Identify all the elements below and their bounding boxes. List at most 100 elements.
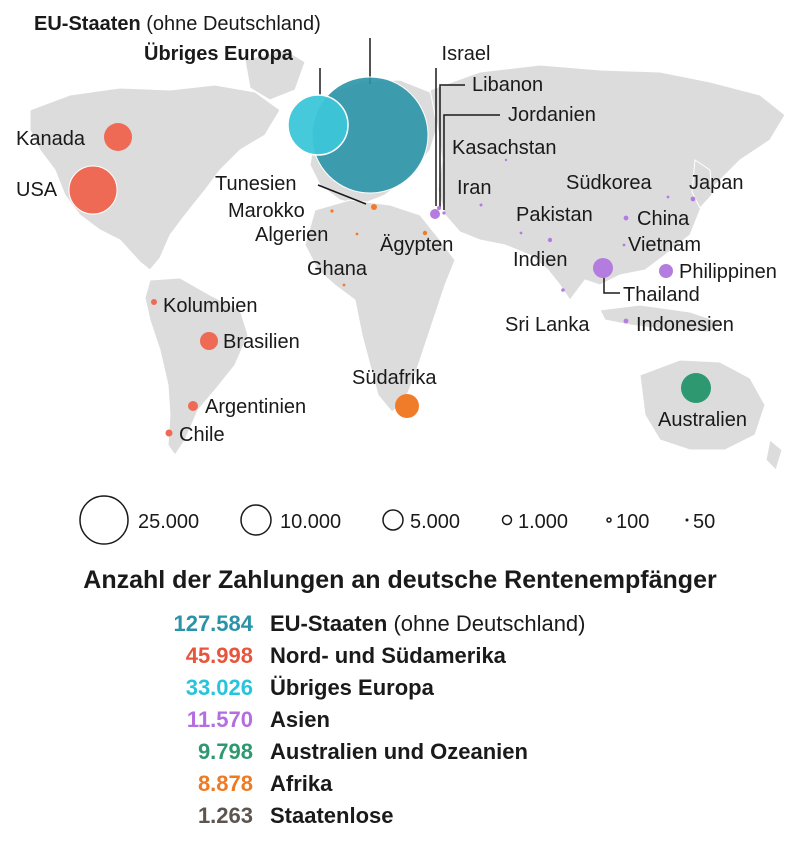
label-tunesien: Tunesien — [215, 173, 297, 195]
bubble-indien — [547, 237, 553, 243]
summary-name: Australien und Ozeanien — [270, 739, 528, 764]
summary-note: (ohne Deutschland) — [393, 611, 586, 636]
bubble-pakistan — [519, 231, 523, 235]
bubble-indonesien — [623, 318, 629, 324]
label-kolumbien: Kolumbien — [163, 295, 258, 317]
landmass-australia — [639, 359, 766, 451]
bubble-jordanien — [442, 211, 446, 215]
label-aegypten: Ägypten — [380, 234, 453, 256]
size-legend-label-10000: 10.000 — [280, 511, 341, 533]
bubble-vietnam — [622, 243, 626, 247]
label-vietnam: Vietnam — [628, 234, 701, 256]
summary-list: 127.584 EU-Staaten (ohne Deutschland) 45.… — [0, 608, 800, 832]
europe-title: Übriges Europa — [144, 42, 294, 65]
summary-row: 127.584 EU-Staaten (ohne Deutschland) — [0, 608, 800, 640]
label-kasachstan: Kasachstan — [452, 137, 557, 159]
label-china: China — [637, 208, 690, 230]
summary-name: EU-Staaten (ohne Deutschland) — [270, 611, 586, 636]
label-sri-lanka: Sri Lanka — [505, 314, 590, 336]
bubble-brasilien — [200, 332, 218, 350]
eu-title: EU-Staaten (ohne Deutschland) — [34, 13, 321, 35]
label-indonesien: Indonesien — [636, 314, 734, 336]
bubble-marokko — [330, 209, 334, 213]
bubble-israel — [430, 209, 440, 219]
bubble-europe — [287, 94, 349, 156]
label-libanon: Libanon — [472, 74, 543, 96]
bubble-kasachstan — [504, 158, 508, 162]
summary-row: 45.998 Nord- und Südamerika — [0, 640, 800, 672]
summary-row: 9.798 Australien und Ozeanien — [0, 736, 800, 768]
label-marokko: Marokko — [228, 200, 305, 222]
label-iran: Iran — [457, 177, 491, 199]
bubble-ghana — [342, 283, 346, 287]
eu-title-note: (ohne Deutschland) — [146, 13, 321, 35]
label-usa: USA — [16, 179, 58, 201]
bubble-iran — [479, 203, 483, 207]
bubble-suedafrika — [395, 394, 419, 418]
size-legend-circle-25000 — [79, 495, 129, 545]
size-legend-circle-50 — [685, 518, 689, 522]
landmass-japan — [691, 159, 713, 209]
label-ghana: Ghana — [307, 258, 368, 280]
landmass-asia — [429, 64, 786, 301]
size-legend: 25.000 10.000 5.000 1.000 100 50 — [79, 495, 715, 545]
bubble-tunesien — [371, 204, 377, 210]
size-legend-label-5000: 5.000 — [410, 511, 460, 533]
bubble-thailand — [593, 258, 613, 278]
landmasses — [29, 49, 786, 471]
summary-name: Nord- und Südamerika — [270, 643, 506, 668]
country-labels: Israel Libanon Jordanien Kasachstan Iran… — [16, 43, 777, 446]
landmass-north-america — [29, 84, 281, 271]
landmass-indonesia — [599, 304, 721, 333]
bubble-philippinen — [659, 264, 673, 278]
label-philippinen: Philippinen — [679, 261, 777, 283]
summary-row: 33.026 Übriges Europa — [0, 672, 800, 704]
summary-row: 11.570 Asien — [0, 704, 800, 736]
summary-count: 45.998 — [185, 643, 253, 668]
label-kanada: Kanada — [16, 128, 86, 150]
bubble-usa — [68, 165, 118, 215]
label-argentinien: Argentinien — [205, 396, 306, 418]
label-algerien: Algerien — [255, 224, 328, 246]
summary-title: Anzahl der Zahlungen an deutsche Rentene… — [83, 566, 717, 594]
label-suedkorea: Südkorea — [566, 172, 652, 194]
label-thailand: Thailand — [623, 284, 700, 306]
size-legend-label-1000: 1.000 — [518, 511, 568, 533]
size-legend-circle-100 — [606, 517, 612, 523]
size-legend-label-25000: 25.000 — [138, 511, 199, 533]
summary-row: 8.878 Afrika — [0, 768, 800, 800]
label-japan: Japan — [689, 172, 744, 194]
summary-name: Asien — [270, 707, 330, 732]
landmass-greenland — [244, 49, 306, 101]
world-map: EU-Staaten (ohne Deutschland) Übriges Eu… — [16, 13, 786, 545]
size-legend-circle-1000 — [501, 514, 513, 526]
bubble-argentinien — [188, 401, 198, 411]
size-legend-label-50: 50 — [693, 511, 715, 533]
bubble-china — [623, 215, 629, 221]
summary-name: Übriges Europa — [270, 675, 434, 700]
landmass-new-zealand — [765, 439, 783, 471]
label-suedafrika: Südafrika — [352, 367, 437, 389]
bubble-suedkorea — [666, 195, 670, 199]
size-legend-label-100: 100 — [616, 511, 649, 533]
bubble-chile — [165, 429, 173, 437]
label-israel: Israel — [442, 43, 491, 65]
summary-count: 11.570 — [186, 707, 253, 732]
label-indien: Indien — [513, 249, 568, 271]
summary-count: 9.798 — [197, 739, 253, 764]
bubble-sri-lanka — [561, 288, 565, 292]
summary-row: 1.263 Staatenlose — [0, 800, 800, 832]
label-chile: Chile — [179, 424, 225, 446]
label-brasilien: Brasilien — [223, 331, 300, 353]
label-jordanien: Jordanien — [508, 104, 596, 126]
bubble-kanada — [104, 123, 132, 151]
bubble-japan — [690, 196, 696, 202]
summary-count: 8.878 — [197, 771, 253, 796]
bubble-australien — [681, 373, 711, 403]
size-legend-circle-10000 — [240, 504, 272, 536]
size-legend-circle-5000 — [382, 509, 404, 531]
bubble-libanon — [437, 206, 441, 210]
landmass-africa — [304, 199, 456, 413]
summary-name: Staatenlose — [270, 803, 394, 828]
bubble-kolumbien — [151, 299, 157, 305]
